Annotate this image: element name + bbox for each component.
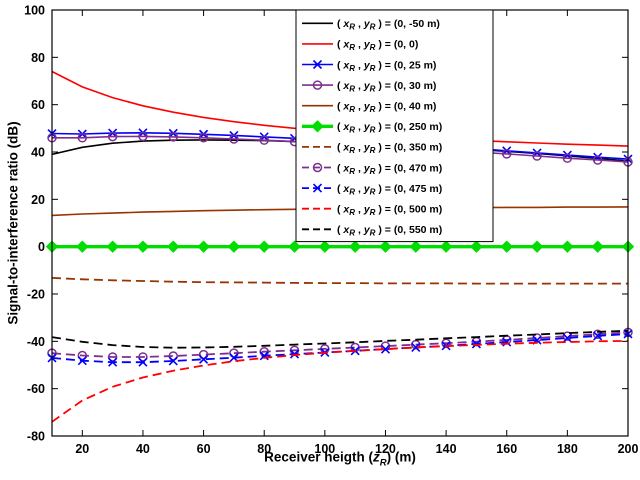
series-6	[51, 277, 628, 285]
legend-label: ( xR , yR ) = (0, 40 m)	[337, 101, 436, 115]
legend-item-2: ( xR , yR ) = (0, 25 m)	[302, 59, 436, 73]
legend: ( xR , yR ) = (0, -50 m) ( xR , yR ) = (0…	[295, 9, 494, 243]
x-tick-label: 20	[75, 442, 89, 456]
legend-item-3: ( xR , yR ) = (0, 30 m)	[302, 80, 436, 94]
y-tick-label: 20	[31, 193, 45, 207]
legend-label: ( xR , yR ) = (0, 30 m)	[337, 80, 436, 94]
y-tick-label: -20	[27, 288, 45, 302]
legend-label: ( xR , yR ) = (0, 470 m)	[337, 162, 442, 176]
y-tick-label: -40	[27, 335, 45, 349]
legend-label: ( xR , yR ) = (0, 550 m)	[337, 224, 442, 238]
y-tick-label: 100	[24, 4, 45, 18]
x-axis-label-subscript: R	[379, 457, 387, 469]
y-tick-label: 40	[31, 146, 45, 160]
legend-item-4: ( xR , yR ) = (0, 40 m)	[302, 101, 436, 115]
series-10	[51, 329, 629, 349]
y-tick-label: 80	[31, 51, 45, 65]
legend-item-5: ( xR , yR ) = (0, 250 m)	[302, 120, 442, 135]
legend-label: ( xR , yR ) = (0, 0)	[337, 39, 418, 53]
legend-item-9: ( xR , yR ) = (0, 500 m)	[302, 204, 442, 218]
legend-item-6: ( xR , yR ) = (0, 350 m)	[302, 142, 442, 156]
x-tick-label: 60	[197, 442, 211, 456]
x-tick-label: 100	[314, 442, 335, 456]
series-9	[51, 340, 629, 423]
x-tick-label: 140	[436, 442, 457, 456]
x-tick-label: 120	[375, 442, 396, 456]
legend-label: ( xR , yR ) = (0, -50 m)	[337, 18, 440, 32]
x-axis-label-prefix: Receiver heigth (	[264, 449, 373, 465]
legend-item-1: ( xR , yR ) = (0, 0)	[302, 39, 418, 53]
x-tick-label: 40	[136, 442, 150, 456]
x-tick-label: 160	[496, 442, 517, 456]
axis-ticks: 20 40 60 80 100 120 140 160 180 200 -80 -60 -40 -20 0 2…	[24, 4, 638, 457]
legend-label: ( xR , yR ) = (0, 250 m)	[337, 121, 442, 135]
x-tick-label: 80	[257, 442, 271, 456]
legend-label: ( xR , yR ) = (0, 350 m)	[337, 142, 442, 156]
legend-label: ( xR , yR ) = (0, 500 m)	[337, 204, 442, 218]
x-axis-label-var: z	[372, 449, 380, 465]
x-tick-label: 180	[557, 442, 578, 456]
x-axis-label-suffix: ) (m)	[386, 449, 416, 465]
x-axis-label: Receiver heigth (zR) (m)	[264, 450, 416, 469]
y-tick-label: -60	[27, 382, 45, 396]
y-axis-label: Signal-to-interference ratio (dB)	[5, 121, 21, 325]
legend-item-8: ( xR , yR ) = (0, 475 m)	[302, 183, 442, 197]
legend-label: ( xR , yR ) = (0, 25 m)	[337, 59, 436, 73]
legend-item-10: ( xR , yR ) = (0, 550 m)	[302, 224, 442, 238]
y-tick-label: 60	[31, 98, 45, 112]
y-tick-label: 0	[38, 240, 45, 254]
legend-label: ( xR , yR ) = (0, 475 m)	[337, 183, 442, 197]
legend-item-0: ( xR , yR ) = (0, -50 m)	[302, 18, 440, 32]
legend-item-7: ( xR , yR ) = (0, 470 m)	[302, 162, 442, 176]
x-tick-label: 200	[618, 442, 639, 456]
y-tick-label: -80	[27, 430, 45, 444]
